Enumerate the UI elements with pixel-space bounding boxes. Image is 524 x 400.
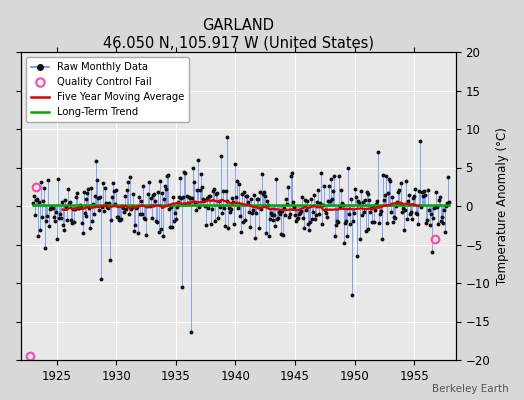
- Title: GARLAND
46.050 N, 105.917 W (United States): GARLAND 46.050 N, 105.917 W (United Stat…: [103, 18, 374, 51]
- Y-axis label: Temperature Anomaly (°C): Temperature Anomaly (°C): [496, 127, 509, 285]
- Text: Berkeley Earth: Berkeley Earth: [432, 384, 508, 394]
- Legend: Raw Monthly Data, Quality Control Fail, Five Year Moving Average, Long-Term Tren: Raw Monthly Data, Quality Control Fail, …: [26, 57, 189, 122]
